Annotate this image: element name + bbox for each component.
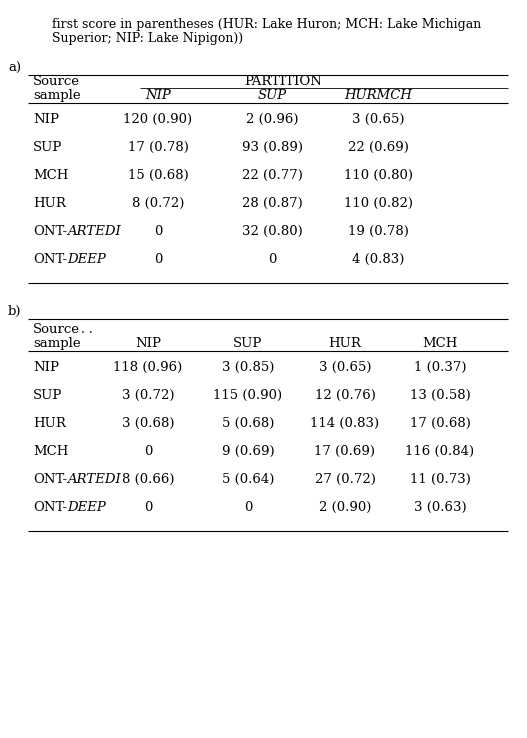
Text: 115 (0.90): 115 (0.90): [213, 389, 282, 402]
Text: ONT-: ONT-: [33, 253, 67, 266]
Text: DEEP: DEEP: [67, 501, 106, 514]
Text: HUR: HUR: [33, 197, 66, 210]
Text: 5 (0.68): 5 (0.68): [222, 417, 274, 430]
Text: 8 (0.66): 8 (0.66): [122, 473, 174, 486]
Text: 3 (0.85): 3 (0.85): [222, 361, 274, 374]
Text: SUP: SUP: [257, 89, 287, 102]
Text: SUP: SUP: [33, 389, 62, 402]
Text: a): a): [8, 62, 21, 75]
Text: 9 (0.69): 9 (0.69): [222, 445, 275, 458]
Text: . .: . .: [81, 323, 93, 336]
Text: HUR: HUR: [33, 417, 66, 430]
Text: 2 (0.90): 2 (0.90): [319, 501, 371, 514]
Text: SUP: SUP: [233, 337, 262, 350]
Text: NIP: NIP: [33, 113, 59, 126]
Text: 0: 0: [268, 253, 276, 266]
Text: sample: sample: [33, 89, 81, 102]
Text: 0: 0: [144, 501, 152, 514]
Text: 0: 0: [144, 445, 152, 458]
Text: 3 (0.65): 3 (0.65): [319, 361, 371, 374]
Text: 28 (0.87): 28 (0.87): [241, 197, 302, 210]
Text: NIP: NIP: [145, 89, 171, 102]
Text: 0: 0: [154, 253, 162, 266]
Text: 4 (0.83): 4 (0.83): [352, 253, 404, 266]
Text: ONT-: ONT-: [33, 501, 67, 514]
Text: HURMCH: HURMCH: [344, 89, 412, 102]
Text: 15 (0.68): 15 (0.68): [128, 169, 188, 182]
Text: 5 (0.64): 5 (0.64): [222, 473, 274, 486]
Text: 3 (0.65): 3 (0.65): [352, 113, 404, 126]
Text: 17 (0.69): 17 (0.69): [315, 445, 376, 458]
Text: MCH: MCH: [33, 169, 69, 182]
Text: DEEP: DEEP: [67, 253, 106, 266]
Text: 11 (0.73): 11 (0.73): [409, 473, 471, 486]
Text: PARTITION: PARTITION: [244, 75, 322, 88]
Text: 22 (0.77): 22 (0.77): [241, 169, 302, 182]
Text: Superior; NIP: Lake Nipigon)): Superior; NIP: Lake Nipigon)): [52, 32, 243, 45]
Text: 0: 0: [154, 225, 162, 238]
Text: ARTEDI: ARTEDI: [67, 225, 121, 238]
Text: sample: sample: [33, 337, 81, 350]
Text: NIP: NIP: [33, 361, 59, 374]
Text: Source: Source: [33, 323, 80, 336]
Text: SUP: SUP: [33, 141, 62, 154]
Text: ARTEDI: ARTEDI: [67, 473, 121, 486]
Text: 27 (0.72): 27 (0.72): [315, 473, 375, 486]
Text: 110 (0.82): 110 (0.82): [344, 197, 413, 210]
Text: 17 (0.78): 17 (0.78): [128, 141, 189, 154]
Text: first score in parentheses (HUR: Lake Huron; MCH: Lake Michigan: first score in parentheses (HUR: Lake Hu…: [52, 18, 481, 31]
Text: HUR: HUR: [328, 337, 362, 350]
Text: 116 (0.84): 116 (0.84): [405, 445, 474, 458]
Text: 3 (0.63): 3 (0.63): [414, 501, 466, 514]
Text: 1 (0.37): 1 (0.37): [414, 361, 466, 374]
Text: 93 (0.89): 93 (0.89): [241, 141, 302, 154]
Text: MCH: MCH: [33, 445, 69, 458]
Text: 0: 0: [244, 501, 252, 514]
Text: 32 (0.80): 32 (0.80): [241, 225, 302, 238]
Text: 13 (0.58): 13 (0.58): [409, 389, 471, 402]
Text: 17 (0.68): 17 (0.68): [409, 417, 471, 430]
Text: 120 (0.90): 120 (0.90): [123, 113, 192, 126]
Text: 110 (0.80): 110 (0.80): [344, 169, 413, 182]
Text: 22 (0.69): 22 (0.69): [348, 141, 408, 154]
Text: 12 (0.76): 12 (0.76): [315, 389, 375, 402]
Text: 2 (0.96): 2 (0.96): [246, 113, 298, 126]
Text: ONT-: ONT-: [33, 225, 67, 238]
Text: 3 (0.68): 3 (0.68): [122, 417, 174, 430]
Text: 114 (0.83): 114 (0.83): [310, 417, 379, 430]
Text: 8 (0.72): 8 (0.72): [132, 197, 184, 210]
Text: MCH: MCH: [422, 337, 457, 350]
Text: 3 (0.72): 3 (0.72): [122, 389, 174, 402]
Text: 19 (0.78): 19 (0.78): [348, 225, 408, 238]
Text: ONT-: ONT-: [33, 473, 67, 486]
Text: b): b): [8, 305, 22, 318]
Text: Source: Source: [33, 75, 80, 88]
Text: 118 (0.96): 118 (0.96): [113, 361, 183, 374]
Text: NIP: NIP: [135, 337, 161, 350]
